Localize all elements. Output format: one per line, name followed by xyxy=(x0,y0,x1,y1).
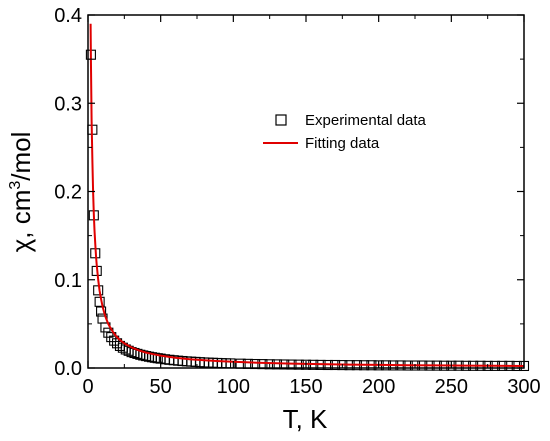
data-point xyxy=(271,359,282,370)
data-point xyxy=(264,359,275,370)
data-point xyxy=(94,296,105,307)
legend-label-experimental: Experimental data xyxy=(305,112,427,129)
y-tick-label: 0.3 xyxy=(54,93,82,115)
x-tick-label: 100 xyxy=(217,376,250,398)
plot-frame xyxy=(87,14,525,369)
x-tick-label: 50 xyxy=(150,376,172,398)
axis-ticks: 0 50 100 150 200 250 300 0.0 0.1 0.2 0.3 0.4 xyxy=(54,5,541,398)
x-tick-label: 250 xyxy=(435,376,468,398)
legend: Experimental data Fitting data xyxy=(263,112,427,152)
fitting-curve xyxy=(89,23,525,367)
data-point xyxy=(96,306,107,317)
legend-marker-experimental xyxy=(275,114,287,126)
plot-area xyxy=(85,23,530,372)
y-axis-title-suffix: /mol xyxy=(6,132,36,181)
y-axis-title: χ, cm3/mol xyxy=(6,132,36,253)
x-axis-title: T, K xyxy=(283,404,328,434)
y-tick-label: 0.2 xyxy=(54,182,82,204)
y-tick-label: 0.0 xyxy=(54,358,82,380)
y-axis-title-prefix: χ, cm xyxy=(6,190,36,253)
data-point xyxy=(109,335,120,346)
x-tick-label: 150 xyxy=(289,376,322,398)
y-axis-title-superscript: 3 xyxy=(7,181,24,190)
y-tick-label: 0.4 xyxy=(54,5,82,27)
x-tick-label: 300 xyxy=(507,376,540,398)
x-tick-label: 0 xyxy=(82,376,93,398)
y-tick-label: 0.1 xyxy=(54,270,82,292)
legend-label-fitting: Fitting data xyxy=(305,135,380,152)
x-tick-label: 200 xyxy=(362,376,395,398)
